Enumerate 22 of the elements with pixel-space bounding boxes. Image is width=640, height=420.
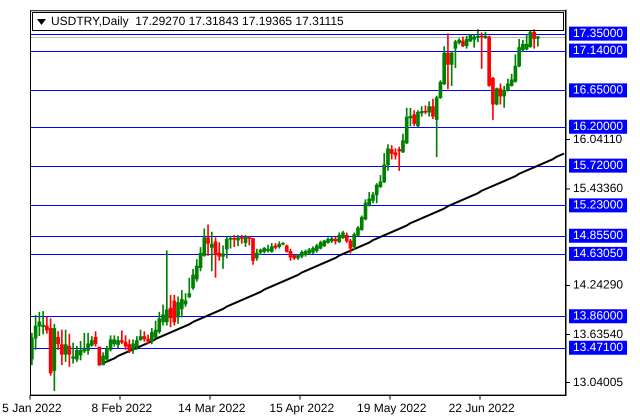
ref-line-label: 17.35000 <box>573 26 624 40</box>
ref-line-label: 15.23000 <box>573 198 624 212</box>
ref-line-label: 15.72000 <box>573 158 624 172</box>
y-tick-label: 13.63540 <box>573 326 624 341</box>
ref-line-label: 14.63050 <box>573 246 624 260</box>
x-tick-label: 5 Jan 2022 <box>2 401 62 416</box>
chart-title: USDTRY,Daily 17.29270 17.31843 17.19365 17.31115 <box>51 13 344 30</box>
y-tick-label: 15.43360 <box>573 181 624 196</box>
ref-line-label: 16.20000 <box>573 119 624 134</box>
x-tick-label: 14 Mar 2022 <box>178 401 246 416</box>
ref-line-label: 14.85500 <box>573 228 624 242</box>
y-tick-label: 13.04005 <box>573 374 624 389</box>
ref-line-label: 13.47100 <box>573 340 624 354</box>
ref-line-label: 17.14000 <box>573 42 624 57</box>
x-tick-label: 19 May 2022 <box>357 401 427 416</box>
ref-line-label: 13.86000 <box>573 308 624 323</box>
y-tick-label: 14.24290 <box>573 278 624 292</box>
x-tick-label: 8 Feb 2022 <box>91 401 153 416</box>
x-tick-label: 15 Apr 2022 <box>269 401 334 416</box>
x-tick-label: 22 Jun 2022 <box>448 401 516 416</box>
y-tick-label: 16.04110 <box>573 132 622 146</box>
ref-line-label: 16.65000 <box>573 82 624 97</box>
